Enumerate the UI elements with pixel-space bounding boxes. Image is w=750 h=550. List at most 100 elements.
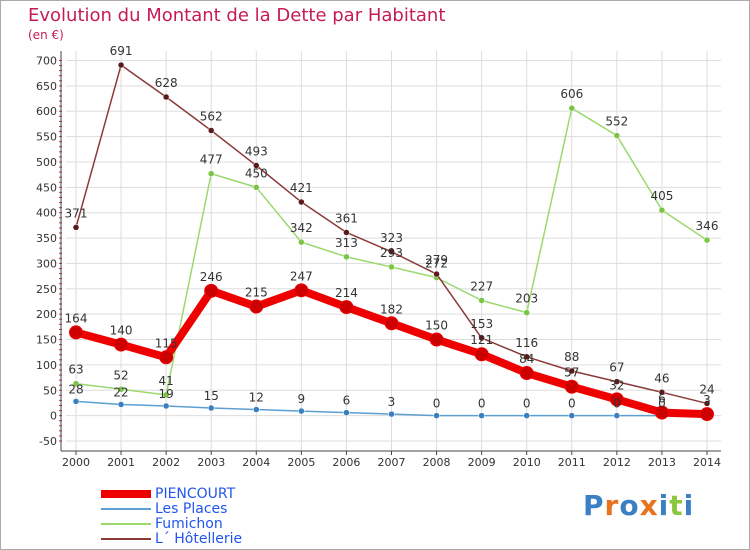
data-point (523, 412, 530, 419)
legend-swatch (101, 508, 151, 510)
data-label: 164 (65, 311, 88, 325)
x-tick-label: 2005 (287, 456, 315, 469)
data-label: 0 (478, 397, 486, 411)
logo-letter: P (583, 489, 605, 522)
data-label: 52 (113, 368, 128, 382)
logo-letter: x (639, 489, 659, 522)
data-label: 67 (609, 361, 624, 375)
y-tick-label: 400 (36, 207, 57, 220)
x-tick-label: 2001 (107, 456, 135, 469)
data-point (703, 400, 711, 407)
data-label: 32 (609, 378, 624, 392)
data-label: 140 (110, 324, 133, 338)
data-label: 227 (470, 279, 493, 293)
data-label: 0 (433, 397, 441, 411)
proxiti-logo: Proxiti (583, 489, 694, 522)
data-point (343, 229, 350, 236)
data-label: 342 (290, 221, 313, 235)
data-label: 84 (519, 352, 534, 366)
axes: -500501001502002503003504004505005506006… (36, 51, 721, 469)
x-tick-label: 2008 (423, 456, 451, 469)
x-tick-label: 2002 (152, 456, 180, 469)
data-point (429, 332, 444, 347)
y-tick-label: 350 (36, 232, 57, 245)
y-tick-label: 250 (36, 283, 57, 296)
data-point (568, 367, 576, 375)
data-label: 215 (245, 286, 268, 300)
data-point (298, 238, 305, 246)
data-label: 0 (613, 397, 621, 411)
data-point (478, 297, 485, 304)
data-point (72, 398, 80, 405)
data-point (253, 406, 260, 413)
data-label: 0 (658, 397, 666, 411)
y-tick-label: 700 (36, 55, 57, 68)
data-point (162, 93, 170, 101)
data-point (654, 405, 669, 420)
data-point (69, 325, 83, 340)
data-point (478, 334, 485, 342)
x-tick-label: 2000 (62, 456, 90, 469)
data-label: 46 (654, 371, 669, 385)
data-label: 691 (110, 44, 133, 58)
data-point (339, 300, 354, 315)
data-label: 15 (204, 389, 219, 403)
data-label: 88 (564, 350, 579, 364)
data-point (478, 412, 485, 419)
data-label: 3 (388, 395, 396, 409)
legend-item: PIENCOURT (101, 486, 361, 503)
legend-label: Fumichon (155, 516, 223, 532)
data-point (658, 206, 666, 214)
data-point (117, 386, 125, 393)
legend-swatch (101, 538, 151, 540)
data-point (117, 61, 125, 69)
data-label: 121 (470, 333, 493, 347)
data-label: 477 (200, 153, 223, 167)
data-point (613, 378, 621, 385)
data-point (564, 379, 579, 394)
data-label: 405 (650, 189, 673, 203)
data-label: 371 (65, 206, 88, 220)
data-label: 0 (568, 397, 576, 411)
y-tick-label: -50 (39, 435, 57, 448)
data-label: 6 (658, 392, 666, 406)
data-point (523, 309, 530, 316)
x-tick-label: 2011 (558, 456, 586, 469)
logo-letter: t (669, 489, 684, 522)
data-point (474, 347, 489, 362)
legend-swatch (101, 490, 151, 498)
y-tick-label: 50 (43, 384, 57, 397)
data-point (433, 270, 440, 278)
data-point (658, 389, 666, 396)
data-label: 313 (335, 236, 358, 250)
data-point (253, 162, 260, 169)
data-point (388, 263, 395, 271)
data-label: 450 (245, 166, 268, 180)
data-label: 41 (159, 374, 174, 388)
legend-item: Fumichon (101, 516, 361, 533)
data-label: 22 (113, 385, 128, 399)
data-point (523, 353, 530, 361)
data-label: 246 (200, 270, 223, 284)
data-point (433, 412, 440, 419)
data-point (613, 412, 621, 419)
legend-label: L´ Hôtellerie (155, 531, 243, 547)
logo-letter: r (604, 489, 620, 522)
x-tick-label: 2010 (513, 456, 541, 469)
x-tick-label: 2009 (468, 456, 496, 469)
x-tick-label: 2012 (603, 456, 631, 469)
data-point (613, 132, 621, 139)
data-point (388, 410, 395, 418)
data-label: 628 (155, 76, 178, 90)
data-label: 361 (335, 211, 358, 225)
logo-letter: i (658, 489, 670, 522)
y-tick-label: 600 (36, 105, 57, 118)
data-point (159, 350, 174, 365)
x-tick-label: 2003 (197, 456, 225, 469)
data-point (384, 316, 399, 331)
legend-item: Les Places (101, 501, 361, 518)
data-point (609, 392, 624, 407)
